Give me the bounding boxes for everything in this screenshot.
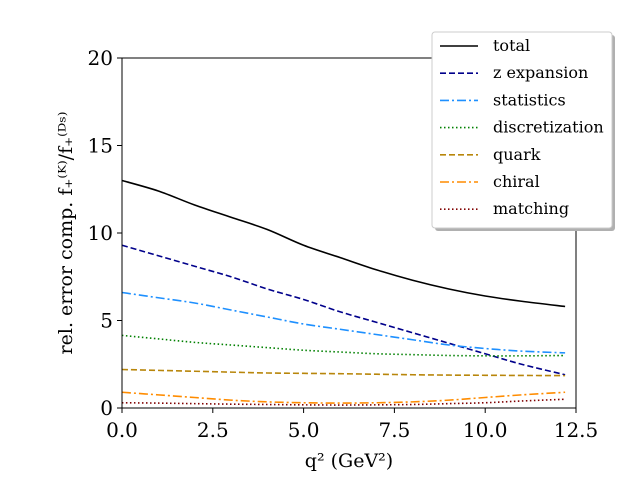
- series-line-statistics: [121, 291, 566, 354]
- series-line-matching: [121, 398, 566, 406]
- x-tick-label: 12.5: [554, 418, 599, 442]
- legend-box: [431, 31, 613, 229]
- legend-label-total: total: [493, 36, 530, 55]
- legend: total z expansion statistics discretization…: [431, 31, 615, 231]
- series-line-discretization: [121, 334, 566, 357]
- legend-label-quark: quark: [493, 145, 541, 164]
- tick-layer: 0.0 2.5 5.0 7.5 10.0 12.5 0 5 10 15 20: [88, 46, 599, 442]
- legend-label-chiral: chiral: [493, 172, 540, 191]
- x-tick-label: 2.5: [197, 418, 229, 442]
- x-tick-label: 0.0: [106, 418, 138, 442]
- series-line-z-expansion: [121, 244, 566, 376]
- series-line-chiral: [121, 391, 566, 404]
- legend-label-z-expansion: z expansion: [493, 63, 588, 82]
- y-tick-label: 0: [100, 396, 113, 420]
- y-tick-label: 5: [100, 309, 113, 333]
- x-axis-label: q² (GeV²): [305, 450, 393, 472]
- y-tick-label: 15: [88, 134, 113, 158]
- x-tick-label: 10.0: [463, 418, 508, 442]
- legend-label-matching: matching: [493, 199, 569, 218]
- legend-items: total z expansion statistics discretization…: [440, 36, 604, 218]
- y-tick-label: 10: [88, 221, 113, 245]
- legend-label-discretization: discretization: [493, 118, 604, 137]
- y-tick-label: 20: [88, 46, 113, 70]
- legend-label-statistics: statistics: [493, 90, 566, 109]
- y-axis-label: rel. error comp. f₊⁽ᴷ⁾/f₊⁽ᴰˢ⁾: [55, 112, 77, 355]
- x-tick-label: 7.5: [378, 418, 410, 442]
- series-line-quark: [121, 368, 566, 377]
- x-tick-label: 5.0: [288, 418, 320, 442]
- series-layer: [121, 179, 566, 406]
- series-line-total: [121, 179, 566, 308]
